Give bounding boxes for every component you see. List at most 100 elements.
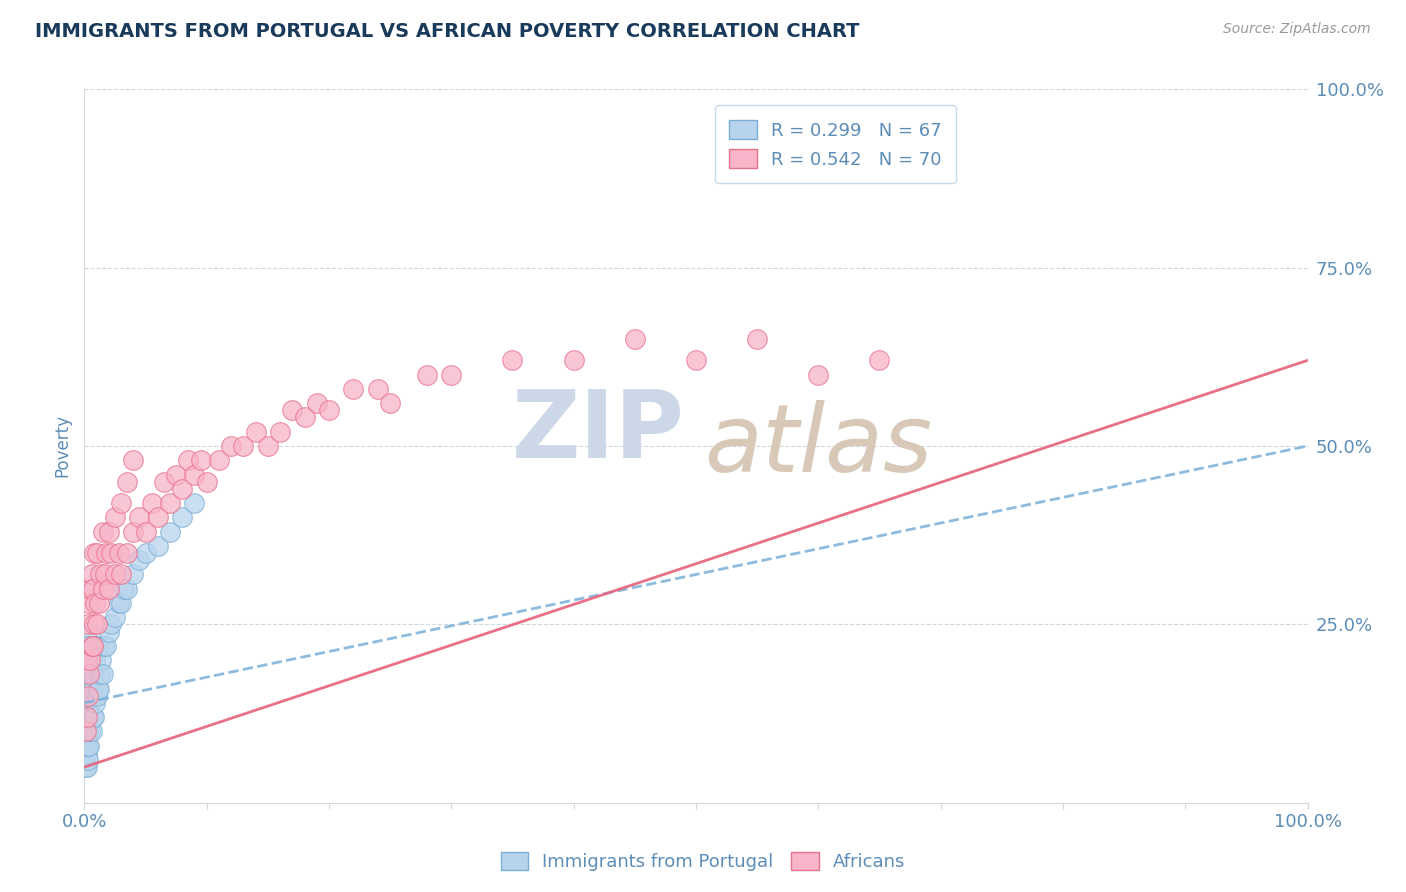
- Point: [76, 724, 98, 739]
- Legend: Immigrants from Portugal, Africans: Immigrants from Portugal, Africans: [494, 845, 912, 879]
- Point: [97, 624, 120, 639]
- Point: [75, 653, 97, 667]
- Point: [82, 639, 104, 653]
- Point: [104, 610, 127, 624]
- Point: [172, 510, 194, 524]
- Point: [110, 596, 132, 610]
- Point: [141, 496, 163, 510]
- Point: [257, 439, 280, 453]
- Point: [87, 681, 110, 696]
- Point: [80, 567, 103, 582]
- Point: [79, 582, 101, 596]
- Point: [110, 496, 132, 510]
- Point: [77, 617, 100, 632]
- Point: [76, 667, 98, 681]
- Point: [269, 425, 291, 439]
- Y-axis label: Poverty: Poverty: [53, 415, 72, 477]
- Point: [208, 453, 231, 467]
- Point: [86, 689, 108, 703]
- Point: [77, 689, 100, 703]
- Point: [83, 667, 105, 681]
- Point: [86, 639, 108, 653]
- Point: [82, 681, 104, 696]
- Point: [77, 724, 100, 739]
- Point: [305, 396, 328, 410]
- Point: [115, 582, 138, 596]
- Legend: R = 0.299   N = 67, R = 0.542   N = 70: R = 0.299 N = 67, R = 0.542 N = 70: [716, 105, 956, 183]
- Point: [89, 567, 111, 582]
- Point: [77, 724, 100, 739]
- Point: [104, 567, 127, 582]
- Point: [82, 710, 104, 724]
- Point: [80, 724, 103, 739]
- Point: [146, 510, 169, 524]
- Point: [76, 639, 98, 653]
- Point: [245, 425, 267, 439]
- Point: [77, 667, 100, 681]
- Point: [77, 696, 100, 710]
- Point: [502, 353, 524, 368]
- Point: [80, 639, 103, 653]
- Point: [115, 475, 138, 489]
- Point: [122, 524, 145, 539]
- Point: [165, 467, 187, 482]
- Point: [75, 724, 97, 739]
- Point: [77, 739, 100, 753]
- Point: [80, 689, 103, 703]
- Point: [84, 596, 107, 610]
- Point: [76, 653, 98, 667]
- Point: [97, 524, 120, 539]
- Point: [79, 710, 101, 724]
- Point: [135, 524, 157, 539]
- Point: [76, 760, 98, 774]
- Point: [416, 368, 439, 382]
- Point: [96, 546, 118, 560]
- Point: [104, 510, 127, 524]
- Point: [562, 353, 585, 368]
- Point: [86, 546, 108, 560]
- Point: [219, 439, 242, 453]
- Point: [91, 667, 114, 681]
- Point: [76, 710, 98, 724]
- Point: [94, 567, 117, 582]
- Point: [294, 410, 316, 425]
- Point: [342, 382, 364, 396]
- Text: Source: ZipAtlas.com: Source: ZipAtlas.com: [1223, 22, 1371, 37]
- Point: [93, 639, 115, 653]
- Point: [76, 681, 98, 696]
- Point: [747, 332, 769, 346]
- Point: [122, 567, 145, 582]
- Point: [75, 667, 97, 681]
- Text: ZIP: ZIP: [512, 385, 685, 478]
- Point: [110, 567, 132, 582]
- Point: [77, 710, 100, 724]
- Point: [77, 639, 100, 653]
- Point: [183, 496, 205, 510]
- Point: [107, 546, 129, 560]
- Point: [77, 667, 100, 681]
- Point: [75, 689, 97, 703]
- Point: [624, 332, 647, 346]
- Point: [380, 396, 402, 410]
- Point: [115, 546, 138, 560]
- Point: [87, 596, 110, 610]
- Point: [84, 696, 107, 710]
- Point: [87, 681, 110, 696]
- Point: [89, 667, 111, 681]
- Point: [91, 524, 114, 539]
- Point: [79, 653, 101, 667]
- Point: [90, 653, 112, 667]
- Point: [87, 639, 110, 653]
- Point: [79, 653, 101, 667]
- Point: [318, 403, 340, 417]
- Point: [80, 653, 103, 667]
- Point: [77, 596, 100, 610]
- Point: [367, 382, 389, 396]
- Point: [159, 524, 181, 539]
- Point: [82, 639, 104, 653]
- Point: [77, 689, 100, 703]
- Point: [97, 582, 120, 596]
- Point: [79, 681, 101, 696]
- Point: [807, 368, 830, 382]
- Point: [195, 475, 218, 489]
